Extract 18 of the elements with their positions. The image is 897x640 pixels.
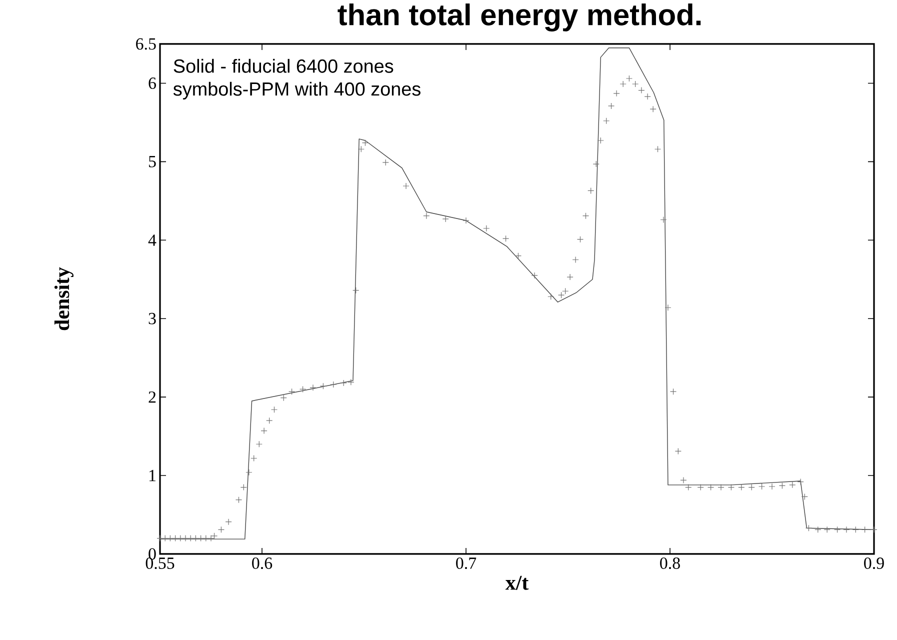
y-tick-label: 4 [148,234,156,246]
y-tick-label: 1 [150,470,156,482]
y-tick-label: 6 [148,78,156,89]
x-tick-label: 0.9 [864,558,884,569]
chart-title: than total energy method. [338,4,701,32]
y-tick-label: 6.5 [136,38,156,50]
y-axis-title: density [54,267,74,330]
x-tick-label: 0.8 [660,558,680,569]
y-tick-label: 2 [148,391,156,403]
y-tick-label: 5 [149,156,156,168]
x-tick-label: 0.7 [456,558,476,569]
annotation: Solid - fiducial 6400 zones [174,58,394,73]
y-tick-label: 0 [148,548,156,560]
x-tick-label: 0.55 [146,558,174,569]
x-tick-label: 0.6 [252,558,272,569]
x-axis-title: x/t [505,576,529,590]
annotation: symbols-PPM with 400 zones [173,82,420,100]
y-tick-label: 3 [148,312,156,324]
